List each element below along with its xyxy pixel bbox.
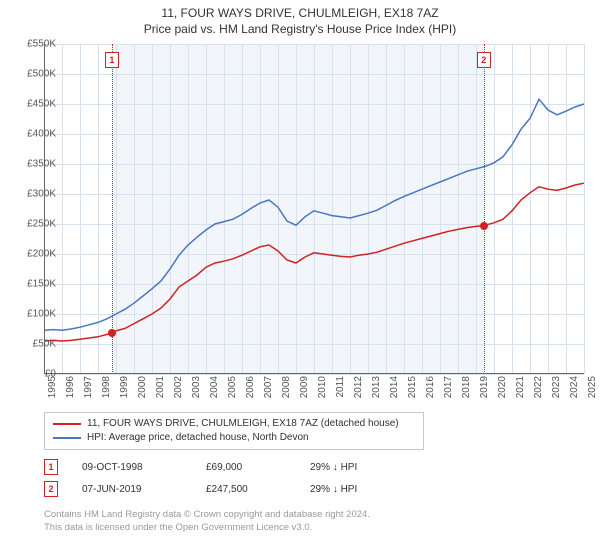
event-price-1: £69,000 <box>206 462 286 473</box>
x-tick-label: 2018 <box>461 376 472 406</box>
y-tick-label: £550K <box>16 39 56 50</box>
event-marker-box: 1 <box>105 52 119 68</box>
event-row-2: 2 07-JUN-2019 £247,500 29% ↓ HPI <box>44 478 544 500</box>
x-tick-label: 1996 <box>65 376 76 406</box>
x-tick-label: 2014 <box>389 376 400 406</box>
legend-row-property: 11, FOUR WAYS DRIVE, CHULMLEIGH, EX18 7A… <box>53 417 415 431</box>
title-subtitle: Price paid vs. HM Land Registry's House … <box>0 22 600 36</box>
x-tick-label: 2005 <box>227 376 238 406</box>
x-tick-label: 2000 <box>137 376 148 406</box>
event-marker-box: 2 <box>477 52 491 68</box>
x-tick-label: 2012 <box>353 376 364 406</box>
x-tick-label: 2010 <box>317 376 328 406</box>
footer-line-2: This data is licensed under the Open Gov… <box>44 521 370 534</box>
footer-line-1: Contains HM Land Registry data © Crown c… <box>44 508 370 521</box>
y-tick-label: £300K <box>16 189 56 200</box>
legend-swatch-hpi <box>53 437 81 439</box>
legend-label-property: 11, FOUR WAYS DRIVE, CHULMLEIGH, EX18 7A… <box>87 417 399 431</box>
x-tick-label: 2021 <box>515 376 526 406</box>
event-price-2: £247,500 <box>206 484 286 495</box>
y-tick-label: £250K <box>16 219 56 230</box>
x-tick-label: 2004 <box>209 376 220 406</box>
event-row-1: 1 09-OCT-1998 £69,000 29% ↓ HPI <box>44 456 544 478</box>
x-tick-label: 2002 <box>173 376 184 406</box>
x-tick-label: 1999 <box>119 376 130 406</box>
event-vline <box>484 44 485 374</box>
x-tick-label: 1995 <box>47 376 58 406</box>
y-tick-label: £500K <box>16 69 56 80</box>
x-tick-label: 2015 <box>407 376 418 406</box>
events-table: 1 09-OCT-1998 £69,000 29% ↓ HPI 2 07-JUN… <box>44 456 544 500</box>
y-tick-label: £150K <box>16 279 56 290</box>
title-address: 11, FOUR WAYS DRIVE, CHULMLEIGH, EX18 7A… <box>0 6 600 20</box>
x-tick-label: 2024 <box>569 376 580 406</box>
event-marker-1: 1 <box>44 459 58 475</box>
chart-container: 11, FOUR WAYS DRIVE, CHULMLEIGH, EX18 7A… <box>0 0 600 560</box>
event-marker-2: 2 <box>44 481 58 497</box>
chart-area: 12 <box>44 44 584 374</box>
y-axis <box>44 44 45 374</box>
y-tick-label: £400K <box>16 129 56 140</box>
title-block: 11, FOUR WAYS DRIVE, CHULMLEIGH, EX18 7A… <box>0 0 600 36</box>
x-tick-label: 2003 <box>191 376 202 406</box>
x-tick-label: 2023 <box>551 376 562 406</box>
y-tick-label: £350K <box>16 159 56 170</box>
x-tick-label: 2017 <box>443 376 454 406</box>
series-hpi <box>44 99 584 330</box>
x-tick-label: 2001 <box>155 376 166 406</box>
line-series <box>44 44 584 374</box>
x-tick-label: 2011 <box>335 376 346 406</box>
x-tick-label: 2016 <box>425 376 436 406</box>
x-tick-label: 1998 <box>101 376 112 406</box>
x-tick-label: 2022 <box>533 376 544 406</box>
y-tick-label: £50K <box>16 339 56 350</box>
y-tick-label: £200K <box>16 249 56 260</box>
legend-row-hpi: HPI: Average price, detached house, Nort… <box>53 431 415 445</box>
grid-line-h <box>44 374 584 375</box>
series-property <box>44 183 584 341</box>
x-tick-label: 2025 <box>587 376 598 406</box>
legend-label-hpi: HPI: Average price, detached house, Nort… <box>87 431 309 445</box>
x-tick-label: 1997 <box>83 376 94 406</box>
event-date-2: 07-JUN-2019 <box>82 484 182 495</box>
x-tick-label: 2006 <box>245 376 256 406</box>
event-diff-2: 29% ↓ HPI <box>310 484 410 495</box>
grid-line-v <box>584 44 585 374</box>
x-tick-label: 2009 <box>299 376 310 406</box>
y-tick-label: £100K <box>16 309 56 320</box>
event-vline <box>112 44 113 374</box>
x-tick-label: 2013 <box>371 376 382 406</box>
event-dot <box>108 329 116 337</box>
event-date-1: 09-OCT-1998 <box>82 462 182 473</box>
legend-box: 11, FOUR WAYS DRIVE, CHULMLEIGH, EX18 7A… <box>44 412 424 450</box>
x-axis <box>44 373 584 374</box>
x-tick-label: 2008 <box>281 376 292 406</box>
footer: Contains HM Land Registry data © Crown c… <box>44 508 370 534</box>
legend-swatch-property <box>53 423 81 425</box>
event-dot <box>480 222 488 230</box>
event-diff-1: 29% ↓ HPI <box>310 462 410 473</box>
x-tick-label: 2020 <box>497 376 508 406</box>
y-tick-label: £450K <box>16 99 56 110</box>
x-tick-label: 2007 <box>263 376 274 406</box>
x-tick-label: 2019 <box>479 376 490 406</box>
